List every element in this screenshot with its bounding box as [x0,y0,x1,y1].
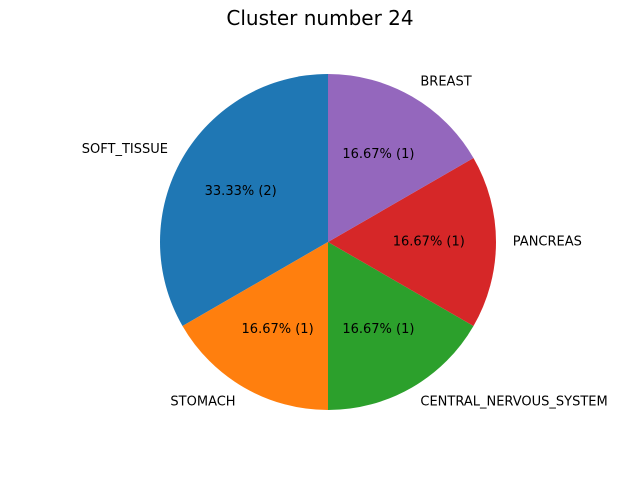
pie-slices [160,74,496,410]
slice-percent-soft-tissue: 33.33% (2) [205,184,277,199]
chart-title: Cluster number 24 [226,6,414,30]
slice-label-central-nervous-system: CENTRAL_NERVOUS_SYSTEM [420,395,607,410]
slice-percent-stomach: 16.67% (1) [242,322,314,337]
pie-slice-central-nervous-system [328,242,474,410]
slice-label-pancreas: PANCREAS [513,235,582,250]
slice-label-stomach: STOMACH [170,395,235,410]
slice-label-breast: BREAST [420,74,471,89]
slice-percent-pancreas: 16.67% (1) [393,235,465,250]
pie-labels: SOFT_TISSUE 33.33% (2) STOMACH 16.67% (1) CE… [82,74,608,409]
pie-slice-soft-tissue [160,74,328,326]
pie-slice-pancreas [328,158,496,326]
slice-percent-breast: 16.67% (1) [342,147,414,162]
slice-percent-central-nervous-system: 16.67% (1) [342,322,414,337]
pie-slice-stomach [182,242,328,410]
slice-label-soft-tissue: SOFT_TISSUE [82,142,168,157]
pie-slice-breast [328,74,474,242]
